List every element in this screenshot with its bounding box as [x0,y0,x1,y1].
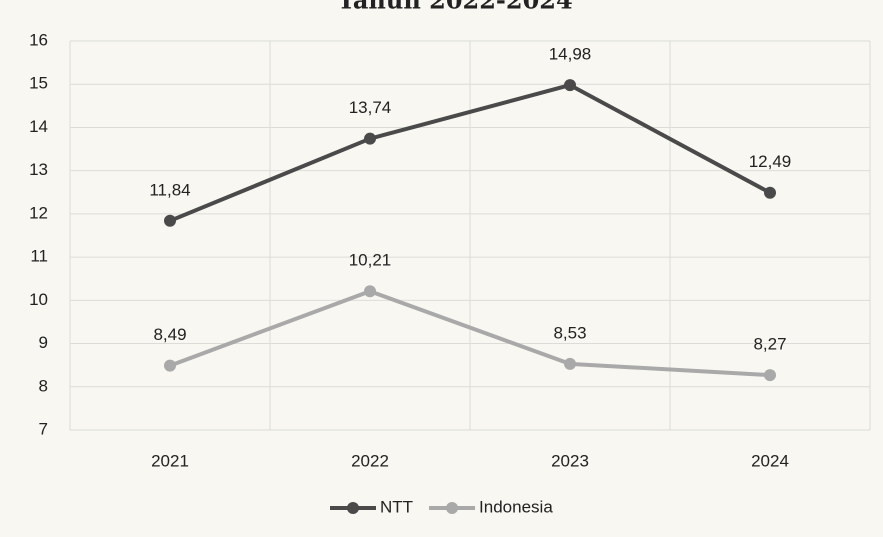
series-line [169,83,771,223]
data-point [764,369,776,382]
x-tick-label: 2021 [151,451,189,470]
data-label: 10,21 [349,251,392,270]
x-tick-label: 2023 [551,451,589,470]
data-label: 8,27 [753,335,786,354]
data-point [364,132,376,145]
data-point [764,186,776,199]
data-point [164,214,176,227]
legend-marker [347,502,359,514]
x-tick-label: 2024 [751,451,789,470]
data-point [564,79,576,92]
y-tick-label: 14 [29,117,48,136]
data-label: 11,84 [149,180,190,199]
legend-marker [446,502,459,514]
chart-title: Tahun 2022-2024 [337,0,572,15]
data-label: 8,53 [553,323,586,342]
y-tick-label: 7 [39,419,48,438]
data-label: 14,98 [549,45,592,64]
data-point [564,357,576,370]
legend-label: NTT [380,497,413,516]
data-label: 12,49 [749,152,792,171]
series-line [169,289,771,378]
y-tick-label: 16 [29,30,48,49]
legend-label: Indonesia [479,497,553,516]
x-tick-label: 2022 [351,451,389,470]
y-tick-label: 8 [39,376,48,395]
y-tick-label: 15 [29,74,48,93]
y-tick-label: 12 [29,203,48,222]
data-point [364,285,376,298]
data-label: 8,49 [153,325,186,344]
y-tick-label: 9 [39,333,48,352]
data-label: 13,74 [349,98,392,117]
y-tick-label: 13 [29,160,48,179]
y-tick-label: 10 [29,290,48,309]
y-tick-label: 11 [30,247,48,266]
data-point [164,359,176,372]
